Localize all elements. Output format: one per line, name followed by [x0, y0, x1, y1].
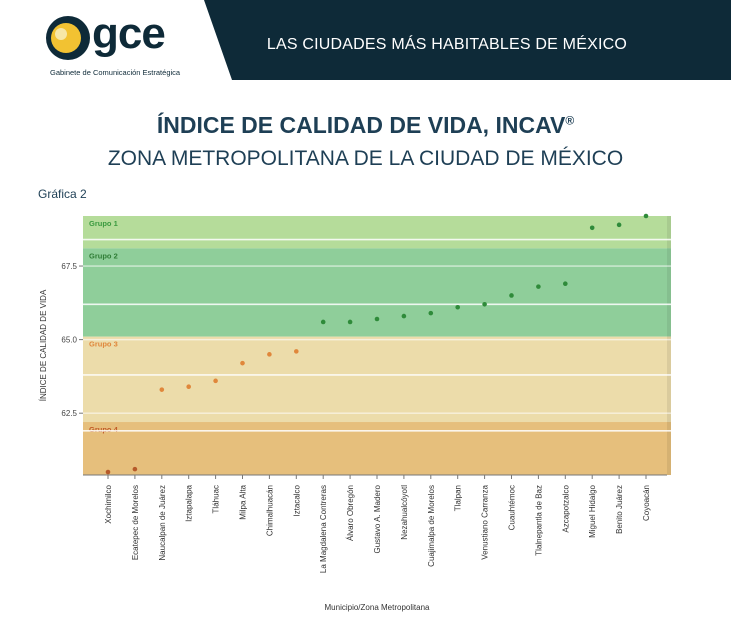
group-band-edge	[667, 216, 671, 249]
x-tick-label: Chimalhuacán	[265, 485, 274, 536]
data-point	[186, 384, 191, 390]
data-point	[105, 469, 111, 475]
group-label: Grupo 2	[89, 251, 118, 260]
data-point	[320, 319, 326, 325]
data-point	[536, 284, 541, 289]
x-tick-label: Xochimilco	[104, 484, 113, 523]
x-tick-label: Álvaro Obregón	[346, 485, 355, 541]
x-tick-label: Ecatepec de Morelos	[131, 485, 140, 560]
x-axis-label: Municipio/Zona Metropolitana	[325, 603, 430, 612]
x-tick-label: Iztacalco	[292, 484, 301, 516]
x-tick-label: Cuajimalpa de Morelos	[427, 485, 436, 567]
group-band	[83, 336, 671, 423]
data-point	[159, 387, 165, 392]
group-band	[83, 422, 671, 475]
x-tick-label: Tlalpan	[454, 485, 463, 511]
logo-icon	[46, 16, 90, 60]
group-band	[83, 248, 671, 337]
group-label: Grupo 3	[89, 340, 118, 349]
group-label: Grupo 1	[89, 219, 118, 228]
data-point	[213, 378, 218, 384]
data-point	[563, 281, 568, 286]
x-tick-label: Cuauhtémoc	[508, 485, 517, 530]
x-tick-label: Coyoacán	[642, 485, 651, 521]
x-tick-label: Milpa Alta	[239, 484, 248, 519]
x-tick-label: Gustavo A. Madero	[373, 484, 382, 553]
group-label: Grupo 4	[89, 425, 119, 434]
data-point	[589, 225, 595, 231]
data-point	[240, 360, 245, 366]
registered-mark: ®	[565, 113, 575, 128]
group-band	[83, 216, 671, 249]
chart-label: Gráfica 2	[38, 187, 87, 201]
x-tick-label: Tláhuac	[212, 485, 221, 513]
data-point	[509, 293, 514, 298]
group-band-edge	[667, 336, 671, 423]
data-point	[267, 352, 272, 357]
group-band-edge	[667, 422, 671, 475]
x-tick-label: Iztapalapa	[185, 484, 194, 521]
x-tick-label: Miguel Hidalgo	[588, 484, 597, 537]
page-title: ÍNDICE DE CALIDAD DE VIDA, INCAV®	[156, 112, 575, 138]
x-tick-label: La Magdalena Contreras	[319, 485, 328, 573]
logo-subtitle: Gabinete de Comunicación Estratégica	[50, 68, 181, 77]
data-point	[428, 310, 434, 316]
data-point	[643, 213, 649, 219]
y-tick-label: 65.0	[61, 336, 77, 345]
data-point	[401, 313, 407, 319]
data-point	[347, 319, 353, 325]
page-subtitle: ZONA METROPOLITANA DE LA CIUDAD DE MÉXIC…	[107, 147, 624, 170]
y-tick-label: 67.5	[61, 262, 77, 271]
data-point	[482, 301, 487, 307]
banner-title: LAS CIUDADES MÁS HABITABLES DE MÉXICO	[266, 36, 627, 53]
logo-text: gce	[92, 9, 166, 58]
x-tick-label: Venustiano Carranza	[481, 484, 490, 559]
x-tick-label: Nezahualcóyotl	[400, 485, 409, 540]
group-band-edge	[667, 248, 671, 337]
data-point	[132, 466, 138, 472]
x-tick-label: Naucalpan de Juárez	[158, 485, 167, 561]
data-point	[374, 316, 380, 322]
y-tick-label: 62.5	[61, 409, 77, 418]
x-tick-label: Benito Juárez	[615, 485, 624, 534]
data-point	[294, 349, 299, 354]
x-tick-label: Tlalnepantla de Baz	[534, 485, 543, 556]
y-axis-label: ÍNDICE DE CALIDAD DE VIDA	[39, 289, 48, 401]
data-point	[455, 304, 461, 310]
data-point	[616, 222, 622, 228]
x-tick-label: Azcapotzalco	[561, 484, 570, 532]
